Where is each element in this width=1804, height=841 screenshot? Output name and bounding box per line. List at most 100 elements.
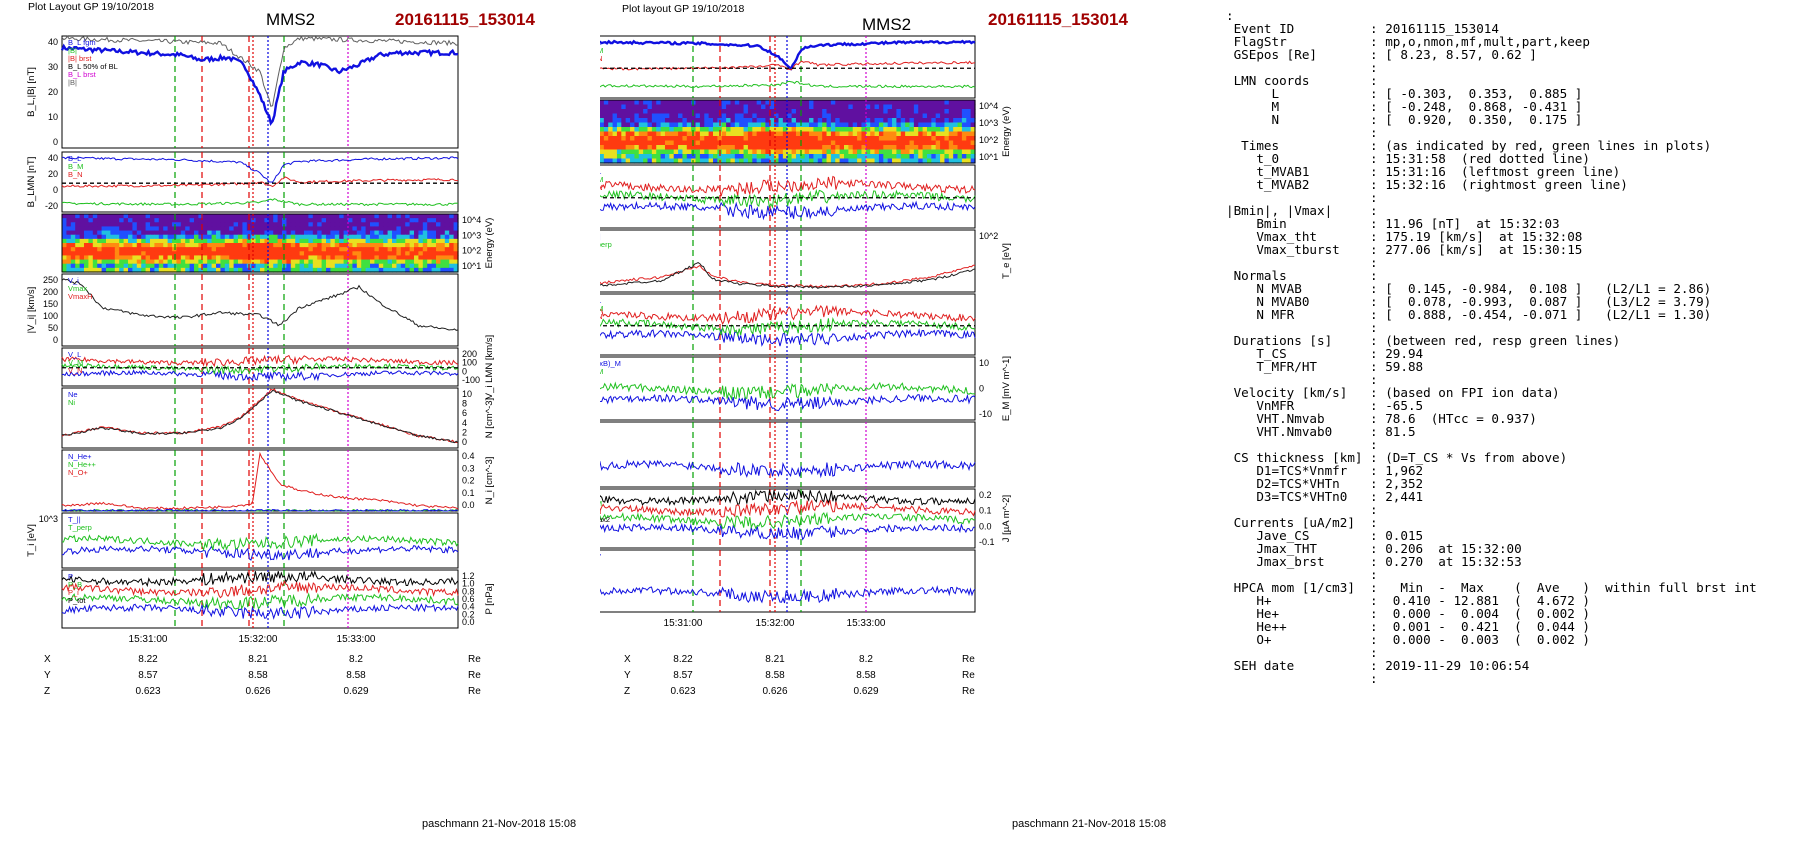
spectrogram-cell <box>630 118 635 124</box>
spectrogram-cell <box>909 158 915 164</box>
spectrogram-cell <box>264 234 270 240</box>
spectrogram-cell <box>317 243 323 248</box>
spectrogram-cell <box>638 154 644 160</box>
spectrogram-cell <box>765 113 771 119</box>
spectrogram-cell <box>374 259 380 265</box>
spectrogram-cell <box>224 238 230 244</box>
series-line-bm <box>61 176 459 188</box>
series-line-no <box>61 508 459 512</box>
spectrogram-cell <box>163 226 169 232</box>
spectrogram-cell <box>699 127 705 133</box>
spectrogram-cell <box>791 113 797 119</box>
spectrogram-cell <box>370 238 375 244</box>
spectrogram-cell <box>207 263 213 269</box>
spectrogram-cell <box>431 218 437 223</box>
spectrogram-cell <box>656 104 662 110</box>
spectrogram-cell <box>396 214 402 219</box>
spectrogram-cell <box>695 122 701 128</box>
spectrogram-cell <box>220 267 226 273</box>
spectrogram-cell <box>132 230 138 236</box>
spectrogram-cell <box>664 127 670 133</box>
spectrogram-cell <box>224 234 230 240</box>
spectrogram-cell <box>207 214 213 219</box>
ephemeris-unit: Re <box>468 670 481 681</box>
spectrogram-cell <box>765 127 771 133</box>
spectrogram-cell <box>944 145 950 151</box>
spectrogram-cell <box>444 214 450 219</box>
spectrogram-cell <box>874 136 880 142</box>
spectrogram-cell <box>795 113 801 119</box>
spectrogram-cell <box>211 222 217 228</box>
spectrogram-cell <box>940 109 946 115</box>
spectrogram-cell <box>621 104 627 110</box>
spectrogram-cell <box>233 226 239 232</box>
spectrogram-cell <box>892 136 897 142</box>
spectrogram-cell <box>621 154 627 160</box>
spectrogram-cell <box>616 136 622 142</box>
spectrogram-cell <box>242 251 248 257</box>
summary-line: T_CS : 29.94 <box>1226 346 1424 361</box>
spectrogram-cell <box>414 247 419 252</box>
spectrogram-cell <box>84 251 89 257</box>
spectrogram-cell <box>603 149 609 155</box>
spectrogram-cell <box>726 145 732 151</box>
spectrogram-cell <box>132 226 138 232</box>
summary-line: L : [ -0.303, 0.353, 0.885 ] <box>1226 86 1583 101</box>
spectrogram-cell <box>695 118 701 124</box>
spectrogram-cell <box>339 230 345 236</box>
spectrogram-cell <box>114 222 120 228</box>
spectrogram-cell <box>625 109 631 115</box>
series-line <box>61 570 459 588</box>
spectrogram-cell <box>321 238 327 244</box>
legend-entry: Ne <box>68 390 78 399</box>
spectrogram-cell <box>664 154 670 160</box>
spectrogram-cell <box>431 230 437 236</box>
spectrogram-cell <box>844 145 849 151</box>
spectrogram-cell <box>774 104 780 110</box>
spectrogram-cell <box>453 214 459 219</box>
spectrogram-cell <box>330 230 336 236</box>
spectrogram-cell <box>167 222 173 228</box>
spectrogram-cell <box>348 230 353 236</box>
spectrogram-cell <box>957 127 963 133</box>
spectrogram-cell <box>224 263 230 269</box>
spectrogram-cell <box>699 149 705 155</box>
spectrogram-cell <box>119 218 125 223</box>
spectrogram-cell <box>229 234 235 240</box>
spectrogram-cell <box>896 158 902 164</box>
spectrogram-cell <box>194 267 199 273</box>
spectrogram-cell <box>600 127 605 133</box>
spectrogram-cell <box>220 238 226 244</box>
spectrogram-cell <box>238 234 243 240</box>
spectrogram-cell <box>612 131 618 137</box>
y-axis-label: |V_i| [km/s] <box>26 287 37 334</box>
spectrogram-cell <box>453 243 459 248</box>
spectrogram-cell <box>436 263 441 269</box>
spectrogram-cell <box>913 140 919 146</box>
spectrogram-cell <box>260 234 265 240</box>
spectrogram-cell <box>194 238 199 244</box>
spectrogram-cell <box>343 247 349 252</box>
spectrogram-cell <box>708 122 714 128</box>
spectrogram-cell <box>721 140 727 146</box>
spectrogram-cell <box>656 113 662 119</box>
spectrogram-cell <box>202 230 208 236</box>
spectrogram-cell <box>809 136 815 142</box>
spectrogram-cell <box>409 263 415 269</box>
spectrogram-cell <box>852 149 858 155</box>
spectrogram-cell <box>713 109 718 115</box>
spectrogram-cell <box>308 238 314 244</box>
spectrogram-cell <box>804 100 810 106</box>
spectrogram-cell <box>418 218 424 223</box>
spectrogram-cell <box>365 243 371 248</box>
spectrogram-cell <box>813 131 819 137</box>
spectrogram-cell <box>132 234 138 240</box>
spectrogram-cell <box>238 255 243 261</box>
summary-line: Normals : <box>1226 268 1378 283</box>
spectrogram-cell <box>835 131 841 137</box>
spectrogram-cell <box>686 104 692 110</box>
spectrogram-cell <box>110 251 116 257</box>
spectrogram-cell <box>176 259 182 265</box>
spectrogram-cell <box>295 214 301 219</box>
